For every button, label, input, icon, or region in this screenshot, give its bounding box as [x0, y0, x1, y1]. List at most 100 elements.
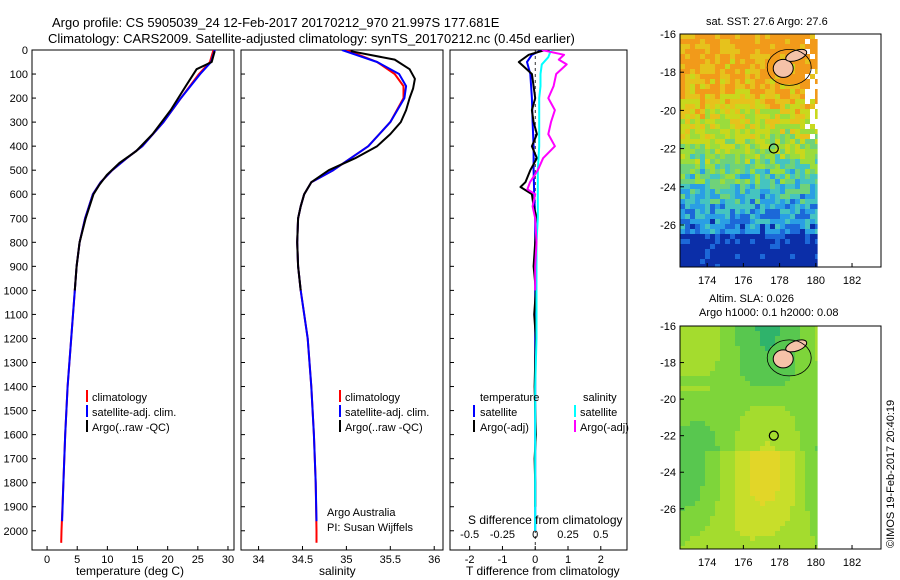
heatmap-cell: [725, 346, 730, 351]
heatmap-cell: [710, 416, 715, 421]
heatmap-cell: [755, 229, 760, 234]
heatmap-cell: [725, 129, 730, 134]
heatmap-cell: [750, 229, 755, 234]
heatmap-cell: [770, 531, 775, 536]
heatmap-cell: [740, 144, 745, 149]
heatmap-cell: [685, 144, 690, 149]
heatmap-cell: [815, 64, 818, 69]
heatmap-cell: [745, 456, 750, 461]
heatmap-cell: [775, 169, 780, 174]
heatmap-cell: [700, 74, 705, 79]
heatmap-cell: [690, 194, 695, 199]
heatmap-cell: [750, 199, 755, 204]
heatmap-cell: [780, 366, 785, 371]
heatmap-cell: [725, 109, 730, 114]
heatmap-cell: [780, 164, 785, 169]
legend-label-t-satellite: satellite: [480, 407, 517, 419]
heatmap-cell: [725, 99, 730, 104]
heatmap-cell: [810, 426, 815, 431]
salinity-legend: climatology satellite-adj. clim. Argo(..…: [327, 390, 429, 534]
heatmap-cell: [735, 219, 740, 224]
salinity-axes-frame: [240, 49, 444, 551]
heatmap-cell: [815, 426, 818, 431]
heatmap-cell: [695, 426, 700, 431]
heatmap-cell: [780, 396, 785, 401]
heatmap-cell: [785, 416, 790, 421]
heatmap-cell: [740, 34, 745, 39]
map-x-tick-label: 174: [698, 557, 716, 569]
heatmap-cell: [760, 229, 765, 234]
heatmap-cell: [770, 79, 775, 84]
heatmap-cell: [775, 219, 780, 224]
heatmap-cell: [690, 526, 695, 531]
legend-label-satellite: satellite-adj. clim.: [345, 407, 429, 419]
heatmap-cell: [765, 174, 770, 179]
heatmap-cell: [715, 199, 720, 204]
heatmap-cell: [810, 169, 815, 174]
heatmap-cell: [695, 204, 700, 209]
heatmap-cell: [790, 451, 795, 456]
heatmap-cell: [750, 149, 755, 154]
heatmap-cell: [700, 346, 705, 351]
heatmap-cell: [745, 516, 750, 521]
heatmap-cell: [765, 341, 770, 346]
heatmap-cell: [785, 486, 790, 491]
heatmap-cell: [755, 436, 760, 441]
heatmap-cell: [680, 104, 685, 109]
heatmap-cell: [755, 361, 760, 366]
difference-x-tick-label: -1: [498, 554, 508, 566]
heatmap-cell: [735, 486, 740, 491]
heatmap-cell: [710, 456, 715, 461]
heatmap-cell: [685, 249, 690, 254]
heatmap-cell: [805, 546, 810, 549]
heatmap-cell: [715, 119, 720, 124]
heatmap-cell: [720, 94, 725, 99]
heatmap-cell: [720, 406, 725, 411]
heatmap-cell: [765, 526, 770, 531]
heatmap-cell: [765, 209, 770, 214]
heatmap-cell: [750, 39, 755, 44]
heatmap-cell: [785, 259, 790, 264]
heatmap-cell: [690, 54, 695, 59]
heatmap-cell: [700, 144, 705, 149]
heatmap-cell: [800, 521, 805, 526]
heatmap-cell: [775, 139, 780, 144]
heatmap-cell: [785, 536, 790, 541]
heatmap-cell: [735, 229, 740, 234]
heatmap-cell: [805, 179, 810, 184]
heatmap-cell: [755, 214, 760, 219]
heatmap-cell: [805, 224, 810, 229]
heatmap-cell: [705, 466, 710, 471]
heatmap-cell: [795, 366, 800, 371]
heatmap-cell: [685, 194, 690, 199]
heatmap-cell: [810, 456, 815, 461]
heatmap-cell: [775, 466, 780, 471]
heatmap-cell: [760, 184, 765, 189]
heatmap-cell: [755, 174, 760, 179]
heatmap-cell: [705, 164, 710, 169]
heatmap-cell: [785, 129, 790, 134]
heatmap-cell: [715, 471, 720, 476]
heatmap-cell: [690, 401, 695, 406]
heatmap-cell: [780, 54, 785, 59]
heatmap-cell: [735, 99, 740, 104]
heatmap-cell: [780, 516, 785, 521]
heatmap-cell: [700, 391, 705, 396]
map-x-tick-label: 176: [734, 275, 752, 287]
heatmap-cell: [810, 199, 815, 204]
heatmap-cell: [780, 446, 785, 451]
heatmap-cell: [815, 149, 818, 154]
heatmap-cell: [810, 411, 815, 416]
heatmap-cell: [735, 521, 740, 526]
heatmap-cell: [685, 331, 690, 336]
heatmap-cell: [730, 501, 735, 506]
difference-x-axis: -2 -1 0 1 2-0.5 -0.25 0 0.25 0.5: [460, 529, 608, 566]
heatmap-cell: [745, 541, 750, 546]
heatmap-cell: [735, 331, 740, 336]
heatmap-cell: [750, 456, 755, 461]
heatmap-cell: [745, 466, 750, 471]
heatmap-cell: [695, 366, 700, 371]
heatmap-cell: [785, 516, 790, 521]
heatmap-cell: [695, 506, 700, 511]
heatmap-cell: [730, 199, 735, 204]
